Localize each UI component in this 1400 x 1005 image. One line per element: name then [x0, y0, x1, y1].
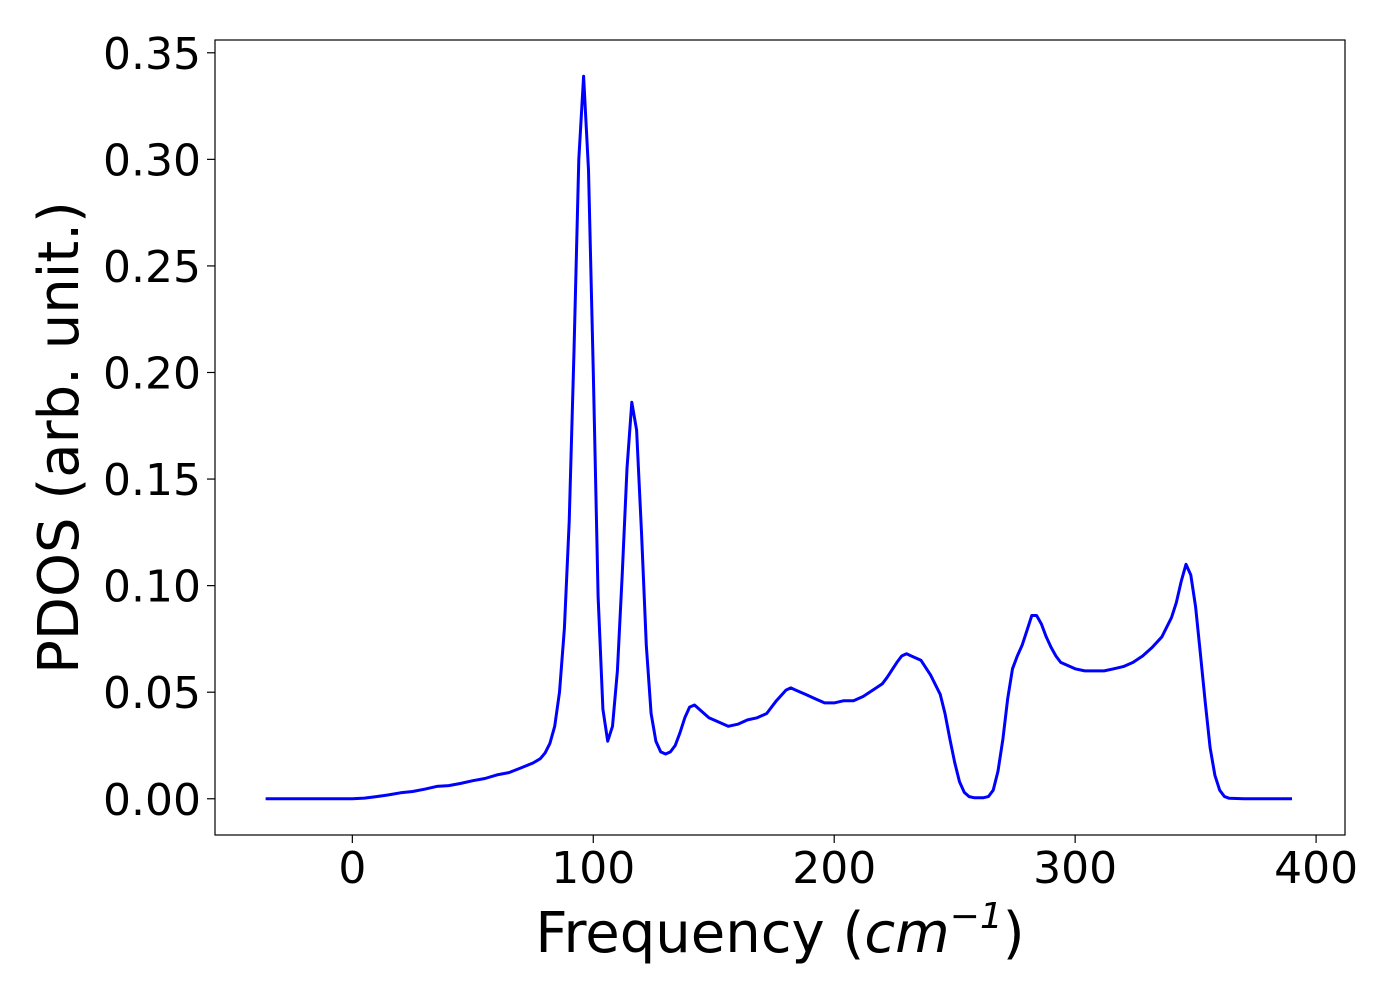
y-tick-label: 0.15 — [103, 455, 201, 506]
x-axis-label-close: ) — [1003, 901, 1025, 966]
y-tick-label: 0.25 — [103, 242, 201, 293]
x-axis-label-text: Frequency ( — [535, 901, 864, 966]
y-tick-label: 0.30 — [103, 135, 201, 186]
x-tick-label: 400 — [1274, 843, 1358, 894]
y-tick-label: 0.05 — [103, 668, 201, 719]
x-tick-label: 300 — [1033, 843, 1117, 894]
y-tick-label: 0.20 — [103, 348, 201, 399]
pdos-series-line — [265, 74, 1292, 801]
y-tick-label: 0.00 — [103, 775, 201, 826]
x-axis-label: Frequency (cm−1) — [535, 896, 1024, 966]
plot-frame — [214, 39, 1346, 836]
x-tick-label: 0 — [338, 843, 366, 894]
x-tick-label: 200 — [792, 843, 876, 894]
x-axis-ticks: 0 100 200 300 400 — [338, 835, 1358, 894]
y-tick-label: 0.10 — [103, 562, 201, 613]
x-axis-label-exponent: −1 — [950, 896, 1003, 937]
y-tick-label: 0.35 — [103, 29, 201, 80]
y-axis-ticks: 0.00 0.05 0.10 0.15 0.20 0.25 0.30 0.35 — [103, 29, 215, 826]
y-axis-label: PDOS (arb. unit.) — [27, 201, 92, 674]
x-tick-label: 100 — [551, 843, 635, 894]
x-axis-label-math: cm — [864, 901, 949, 966]
